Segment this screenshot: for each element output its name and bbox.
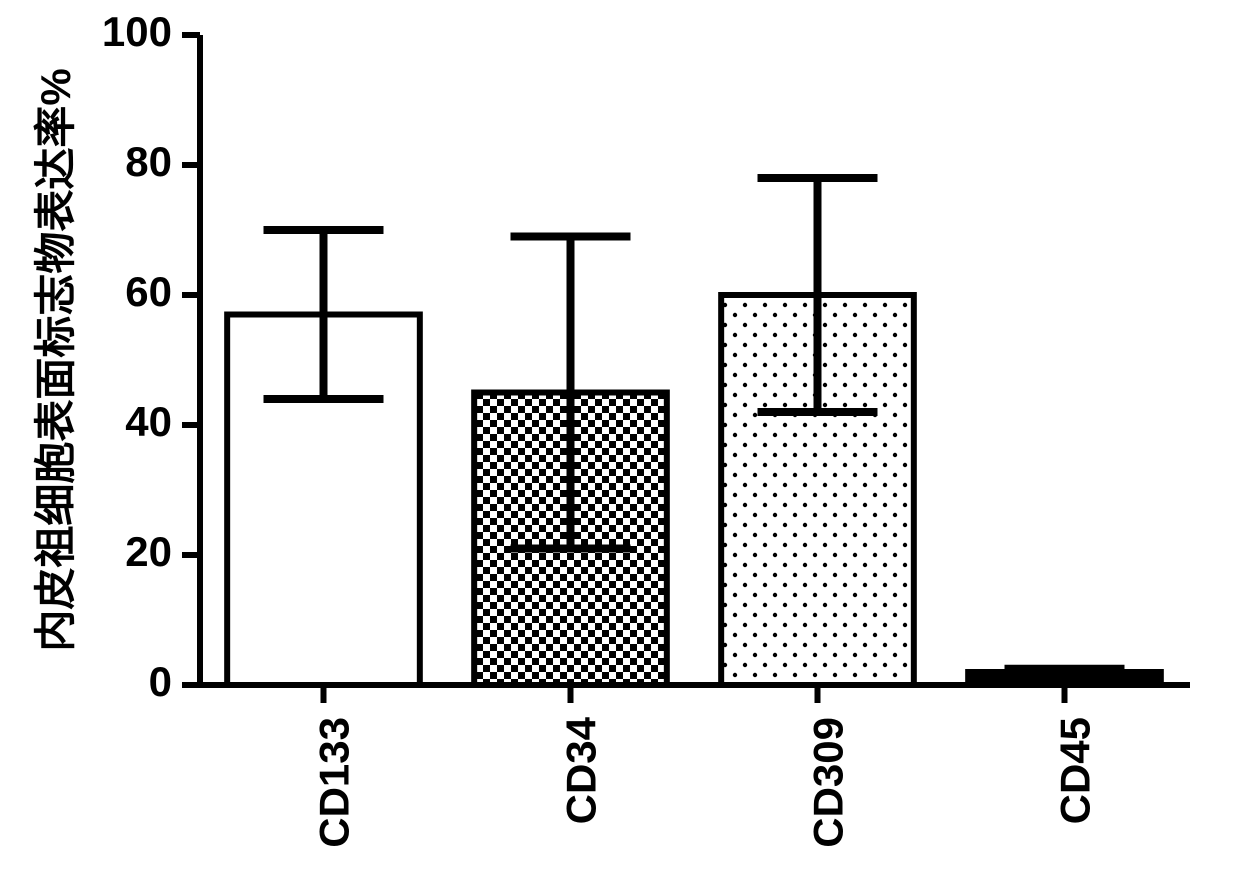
y-tick-label: 100	[102, 8, 172, 55]
chart-container: { "chart": { "type": "bar", "width_px": …	[0, 0, 1240, 891]
x-category-label: CD45	[1052, 717, 1099, 824]
x-category-label: CD133	[311, 717, 358, 848]
bar-chart: 0 20 40 60 80 100 内皮祖细胞表面标志物表达率% CD133 CD34 CD309…	[0, 0, 1240, 891]
y-tick-label: 80	[125, 138, 172, 185]
x-category-label: CD34	[558, 716, 605, 824]
bars-group	[227, 295, 1161, 685]
y-tick-label: 60	[125, 268, 172, 315]
x-category-label: CD309	[805, 717, 852, 848]
y-tick-label: 0	[149, 658, 172, 705]
y-axis-title: 内皮祖细胞表面标志物表达率%	[32, 68, 79, 651]
y-tick-label: 40	[125, 398, 172, 445]
y-tick-label: 20	[125, 528, 172, 575]
